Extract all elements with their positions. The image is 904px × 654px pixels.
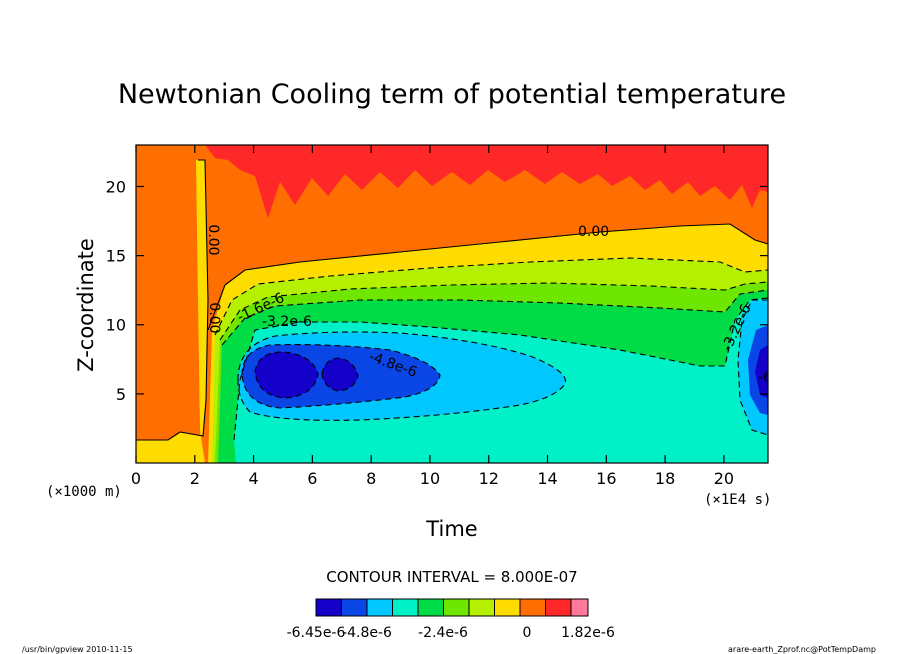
contour-zero-top	[207, 223, 768, 331]
x-tick-label: 14	[537, 469, 557, 488]
field-red-band	[205, 145, 768, 218]
colorbar-swatch	[545, 598, 572, 617]
contour-label: 0.00	[205, 224, 221, 255]
y-tick-label: 5	[116, 385, 126, 404]
contour-dashed-4	[233, 297, 768, 441]
contour-label: 0.00	[206, 302, 222, 333]
field-darkblue-core-1	[255, 352, 318, 398]
contour-dashed-5	[237, 331, 567, 421]
colorbar-swatch	[366, 598, 393, 617]
contour-dashed-2	[219, 281, 768, 341]
contour-label: 0.00	[578, 224, 609, 240]
colorbar-swatch	[315, 598, 342, 617]
plot-frame	[135, 144, 769, 464]
colorbar-tick-label: 1.82e-6	[561, 625, 615, 641]
x-tick-label: 12	[479, 469, 499, 488]
x-tick-label: 18	[655, 469, 675, 488]
y-tick-label: 10	[106, 316, 126, 335]
colorbar-tick-label: -2.4e-6	[418, 625, 468, 641]
x-tick-label: 0	[131, 469, 141, 488]
contour-zero-left	[136, 159, 209, 441]
contour-dashed-1	[214, 257, 768, 336]
x-axis: 0 2 4 6 8 10 12 14 16 18 20	[131, 145, 734, 488]
colorbar-tick-label: 0	[523, 625, 532, 641]
colorbar-swatch	[417, 598, 444, 617]
x-axis-title: Time	[425, 517, 477, 541]
colorbar-tick-label: -6.45e-6	[287, 625, 346, 641]
x-tick-label: 2	[190, 469, 200, 488]
colorbar-swatch	[570, 598, 589, 617]
contour-label: -3.2e-6	[262, 314, 312, 330]
contour-dashed-3	[221, 289, 768, 346]
x-tick-label: 20	[714, 469, 734, 488]
x-unit-note: (×1E4 s)	[704, 492, 771, 508]
y-axis: 5 10 15 20	[106, 177, 768, 404]
footer-left: /usr/bin/gpview 2010-11-15	[22, 645, 133, 654]
x-tick-label: 6	[307, 469, 317, 488]
contour-lines	[136, 159, 768, 441]
footer-right: arare-earth_Zprof.nc@PotTempDamp	[728, 645, 876, 654]
colorbar-swatch	[494, 598, 521, 617]
contour-dashed-8	[321, 357, 359, 392]
colorbar-labels: -6.45e-6-4.8e-6 -2.4e-6 0 1.82e-6	[287, 625, 615, 641]
x-tick-label: 4	[248, 469, 258, 488]
y-tick-label: 20	[106, 177, 126, 196]
contour-dashed-right	[737, 299, 768, 436]
x-tick-label: 8	[366, 469, 376, 488]
field-darkblue-core-right	[755, 345, 768, 398]
colorbar-tick-label: -4.8e-6	[342, 625, 392, 641]
colorbar-swatch	[443, 598, 470, 617]
colorbar	[315, 598, 589, 617]
contour-interval: CONTOUR INTERVAL = 8.000E-07	[326, 568, 577, 586]
colorbar-swatch	[392, 598, 419, 617]
contour-field: 0.00 0.00 0.00 -1.6e-6 -3.2e-6 -4.8e-6 -…	[136, 145, 772, 463]
x-tick-label: 16	[596, 469, 616, 488]
field-darkblue-core-2	[322, 358, 358, 391]
chart-title: Newtonian Cooling term of potential temp…	[118, 79, 786, 110]
x-tick-label: 10	[420, 469, 440, 488]
colorbar-swatch	[519, 598, 546, 617]
colorbar-swatch	[468, 598, 495, 617]
contour-dashed-7	[254, 351, 319, 399]
contour-dashed-6	[241, 344, 441, 409]
y-unit-note: (×1000 m)	[46, 484, 122, 500]
colorbar-swatch	[341, 598, 368, 617]
y-axis-title: Z-coordinate	[74, 238, 98, 372]
y-tick-label: 15	[106, 247, 126, 266]
contour-label: -6	[758, 370, 772, 386]
field-yellow-left	[136, 160, 208, 463]
